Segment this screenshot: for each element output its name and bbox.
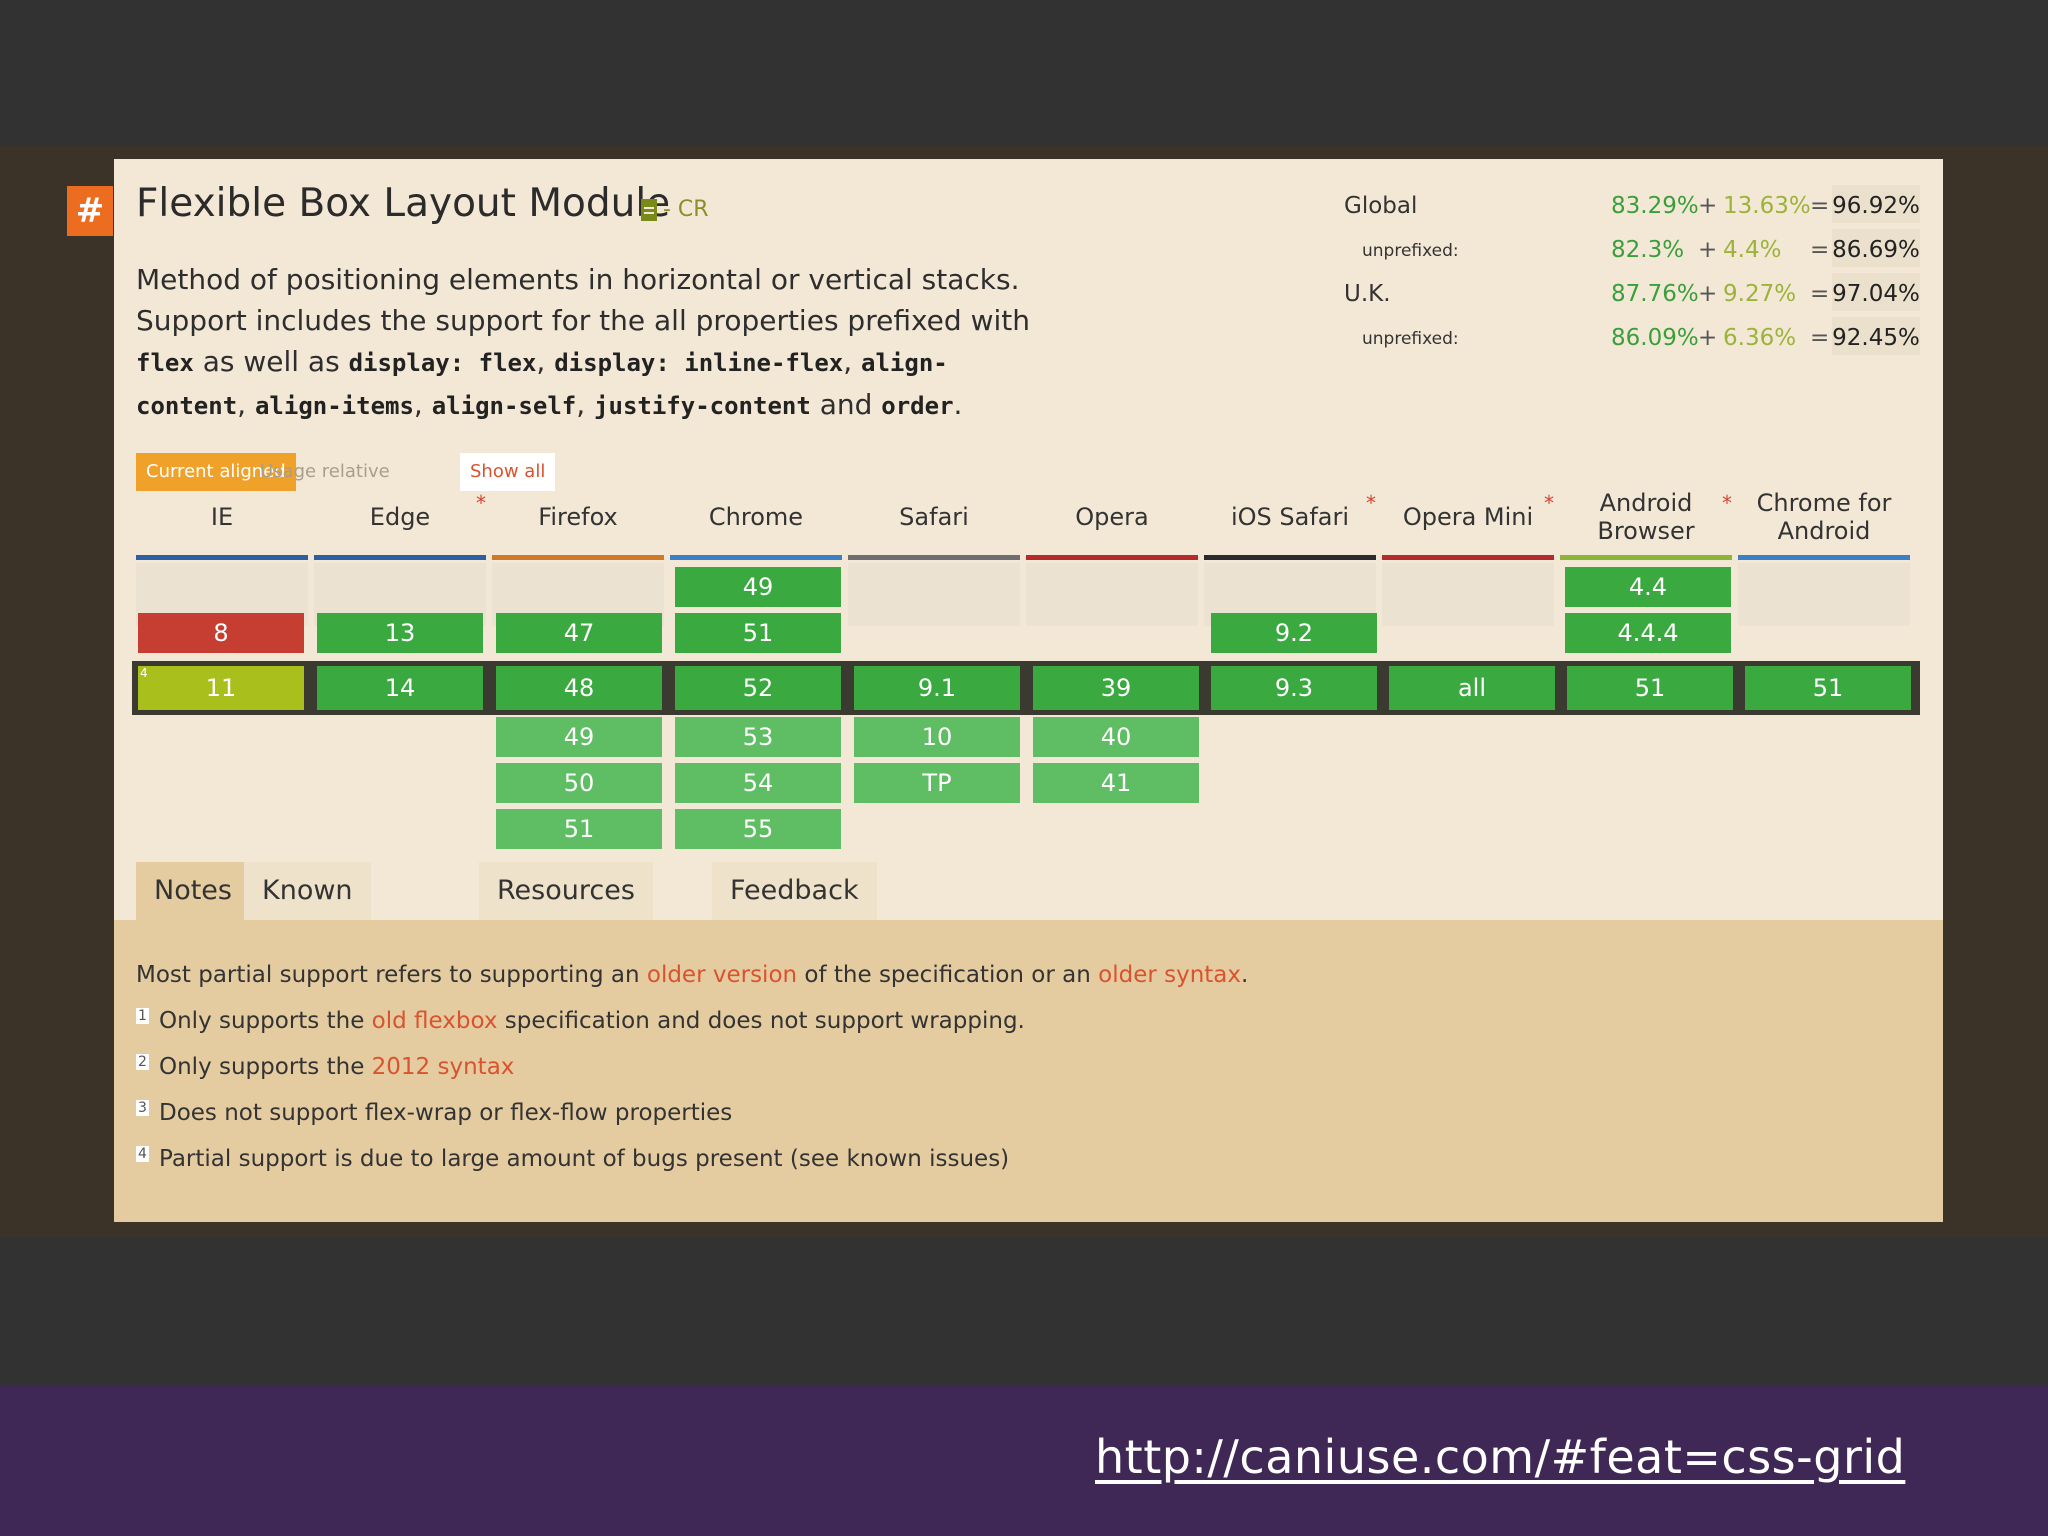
document-icon[interactable]: [641, 198, 657, 221]
browser-bar-android: [1560, 555, 1732, 560]
browser-bar-safari: [848, 555, 1020, 560]
browser-bar-chrome: [670, 555, 842, 560]
version-cell-safari-10[interactable]: 10: [854, 717, 1020, 757]
version-cell-chrome-55[interactable]: 55: [675, 809, 841, 849]
browser-bar-opera-mini: [1382, 555, 1554, 560]
notes-panel: Most partial support refers to supportin…: [114, 920, 1943, 1222]
version-cell-edge-14[interactable]: 14: [317, 666, 483, 710]
version-cell-chrome-49[interactable]: 49: [675, 567, 841, 607]
edge-star-icon: *: [476, 491, 486, 515]
tab-known-issues[interactable]: Known issues (9): [244, 862, 371, 1022]
browser-bar-opera: [1026, 555, 1198, 560]
note-2: 2 Only supports the 2012 syntax: [136, 1054, 514, 1080]
note-4: 4 Partial support is due to large amount …: [136, 1146, 1009, 1172]
version-cell-firefox-50[interactable]: 50: [496, 763, 662, 803]
browser-header-opera: Opera: [1075, 503, 1149, 531]
version-cell-opera-40[interactable]: 40: [1033, 717, 1199, 757]
spec-status: - CR: [641, 197, 709, 222]
notes-intro: Most partial support refers to supportin…: [136, 962, 1249, 988]
old-flexbox-link[interactable]: old flexbox: [371, 1008, 498, 1034]
version-cell-ie-8[interactable]: 8: [138, 613, 304, 653]
browser-header-chrome: Chrome: [708, 503, 804, 531]
stat-row-uk: U.K. 87.76% + 9.27% = 97.04%: [1344, 273, 1934, 311]
browser-header-opera-mini: Opera Mini *: [1402, 491, 1554, 531]
ios-star-icon: *: [1366, 491, 1376, 515]
version-cell-chrome-53[interactable]: 53: [675, 717, 841, 757]
version-cell-ios-9-2[interactable]: 9.2: [1211, 613, 1377, 653]
version-cell-firefox-48[interactable]: 48: [496, 666, 662, 710]
browser-header-safari: Safari: [899, 503, 969, 531]
current-aligned-toggle[interactable]: Current aligned: [136, 453, 296, 491]
usage-relative-toggle[interactable]: Usage relative: [260, 461, 390, 482]
past-version-bg: [848, 563, 1020, 626]
browser-header-chrome-android: Chrome for Android: [1756, 489, 1892, 545]
version-cell-opera-39[interactable]: 39: [1033, 666, 1199, 710]
older-version-link[interactable]: older version: [646, 962, 798, 988]
opera-mini-star-icon: *: [1544, 491, 1554, 515]
version-cell-android-4-4-4[interactable]: 4.4.4: [1565, 613, 1731, 653]
spec-status-label: - CR: [663, 197, 709, 222]
browser-bar-edge: [314, 555, 486, 560]
browser-bar-chrome-android: [1738, 555, 1910, 560]
tab-feedback[interactable]: Feedback: [712, 862, 877, 920]
version-cell-chrome-54[interactable]: 54: [675, 763, 841, 803]
version-cell-chrome-51[interactable]: 51: [675, 613, 841, 653]
browser-header-edge: Edge *: [369, 491, 486, 531]
note-marker: 4: [140, 666, 148, 680]
older-syntax-link[interactable]: older syntax: [1098, 962, 1242, 988]
browser-bar-ie: [136, 555, 308, 560]
show-all-button[interactable]: Show all: [460, 453, 556, 491]
past-version-bg: [1738, 563, 1910, 626]
syntax-2012-link[interactable]: 2012 syntax: [371, 1054, 515, 1080]
version-cell-firefox-49[interactable]: 49: [496, 717, 662, 757]
note-1: 1 Only supports the old flexbox specifica…: [136, 1008, 1025, 1034]
version-cell-android-51[interactable]: 51: [1567, 666, 1733, 710]
past-version-bg: [1026, 563, 1198, 626]
version-cell-chrome-android-51[interactable]: 51: [1745, 666, 1911, 710]
caniuse-feature-card: Flexible Box Layout Module - CR Method o…: [114, 159, 1943, 1222]
stat-row-global: Global 83.29% + 13.63% = 96.92%: [1344, 185, 1934, 223]
browser-header-ie: IE: [210, 503, 234, 531]
browser-header-ios-safari: iOS Safari *: [1230, 491, 1376, 531]
version-cell-opera-41[interactable]: 41: [1033, 763, 1199, 803]
version-cell-android-4-4[interactable]: 4.4: [1565, 567, 1731, 607]
version-cell-safari-tp[interactable]: TP: [854, 763, 1020, 803]
feature-description: Method of positioning elements in horizo…: [136, 263, 1030, 421]
browser-bar-ios-safari: [1204, 555, 1376, 560]
browser-header-android: Android Browser *: [1597, 489, 1732, 545]
past-version-bg: [1382, 563, 1554, 626]
anchor-hash-button[interactable]: #: [67, 186, 113, 236]
version-cell-edge-13[interactable]: 13: [317, 613, 483, 653]
version-cell-firefox-51[interactable]: 51: [496, 809, 662, 849]
version-cell-ios-9-3[interactable]: 9.3: [1211, 666, 1377, 710]
tab-resources[interactable]: Resources (12): [479, 862, 653, 964]
version-cell-ie-11[interactable]: 4 11: [138, 666, 304, 710]
version-cell-opera-mini-all[interactable]: all: [1389, 666, 1555, 710]
version-cell-safari-9-1[interactable]: 9.1: [854, 666, 1020, 710]
tab-notes[interactable]: Notes: [136, 862, 250, 920]
feature-title: Flexible Box Layout Module: [136, 181, 671, 226]
browser-bar-firefox: [492, 555, 664, 560]
browser-header-firefox: Firefox: [538, 503, 618, 531]
stat-row-uk-unprefixed: unprefixed: 86.09% + 6.36% = 92.45%: [1344, 317, 1934, 355]
version-cell-chrome-52[interactable]: 52: [675, 666, 841, 710]
stat-row-global-unprefixed: unprefixed: 82.3% + 4.4% = 86.69%: [1344, 229, 1934, 267]
android-star-icon: *: [1722, 491, 1732, 515]
note-3: 3 Does not support flex-wrap or flex-flow…: [136, 1100, 732, 1126]
caniuse-url-link[interactable]: http://caniuse.com/#feat=css-grid: [1095, 1430, 1906, 1484]
slide-footer: [0, 1385, 2048, 1536]
version-cell-firefox-47[interactable]: 47: [496, 613, 662, 653]
